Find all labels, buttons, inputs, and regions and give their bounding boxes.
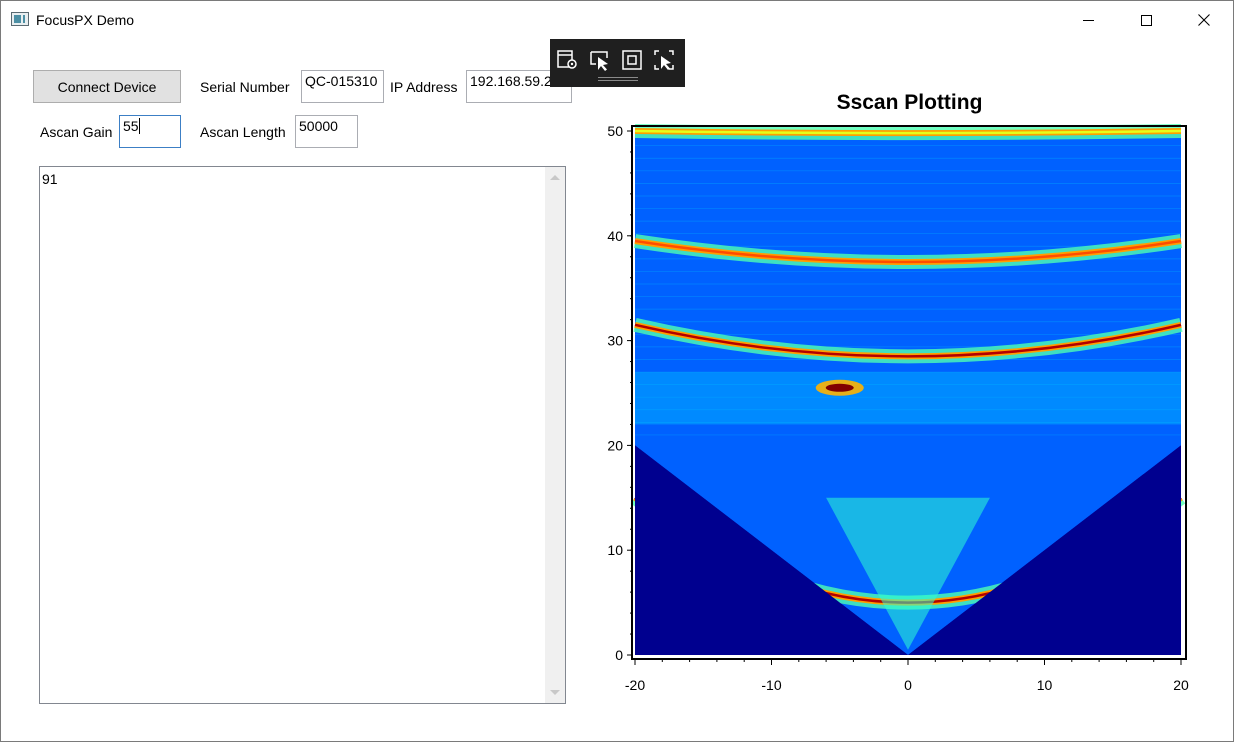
window-title: FocusPX Demo [36,12,135,28]
minimize-button[interactable] [1059,1,1117,39]
scroll-up-icon[interactable] [550,175,560,180]
heatmap-texture-band [635,372,1181,425]
x-tick-label: -20 [625,677,645,693]
x-tick-label: 10 [1037,677,1053,693]
heatmap-spot [825,383,854,392]
x-tick-label: -10 [761,677,781,693]
heatmap-band-core [634,323,1182,358]
display-layout-adorners-icon[interactable] [620,48,644,72]
ascan-length-label: Ascan Length [200,124,286,140]
heatmap-nearfield [826,497,990,650]
vertical-scrollbar[interactable] [545,167,565,703]
live-visual-tree-icon[interactable] [556,48,580,72]
toolbar-drag-handle[interactable] [598,80,638,81]
x-tick-label: 20 [1173,677,1189,693]
y-tick-label: 40 [607,228,623,244]
plot-frame [631,125,1187,660]
serial-number-field[interactable]: QC-015310 [301,70,384,103]
heatmap-band-core [634,239,1182,264]
toolbar-drag-handle[interactable] [598,77,638,78]
scroll-down-icon[interactable] [550,690,560,695]
close-button[interactable] [1175,1,1233,39]
y-tick-label: 10 [607,542,623,558]
heatmap-band-core [634,129,1182,135]
ascan-gain-value: 55 [123,118,139,134]
output-textbox[interactable]: 91 [39,166,566,704]
maximize-button[interactable] [1117,1,1175,39]
debug-toolbar [550,39,685,87]
y-tick-label: 20 [607,437,623,453]
ascan-gain-label: Ascan Gain [40,124,113,140]
output-text: 91 [42,171,58,187]
select-element-icon[interactable] [588,48,612,72]
app-icon [11,12,29,26]
connect-device-button[interactable]: Connect Device [33,70,181,103]
ascan-gain-field[interactable]: 55 [119,115,181,148]
y-tick-label: 30 [607,333,623,349]
sscan-chart: 0 10 20 30 40 50 -20 -10 0 10 20 [607,123,1189,693]
ascan-length-field[interactable]: 50000 [295,115,358,148]
minimize-icon [1082,19,1094,21]
maximize-icon [1140,14,1152,26]
y-tick-label: 0 [615,647,623,663]
title-bar[interactable]: FocusPX Demo [1,1,1233,39]
text-caret [138,118,140,134]
y-tick-label: 50 [607,123,623,139]
track-focused-element-icon[interactable] [652,48,676,72]
chart-title: Sscan Plotting [836,91,983,114]
x-tick-label: 0 [904,677,912,693]
close-icon [1198,14,1210,26]
serial-number-label: Serial Number [200,79,290,95]
ip-address-label: IP Address [390,79,458,95]
